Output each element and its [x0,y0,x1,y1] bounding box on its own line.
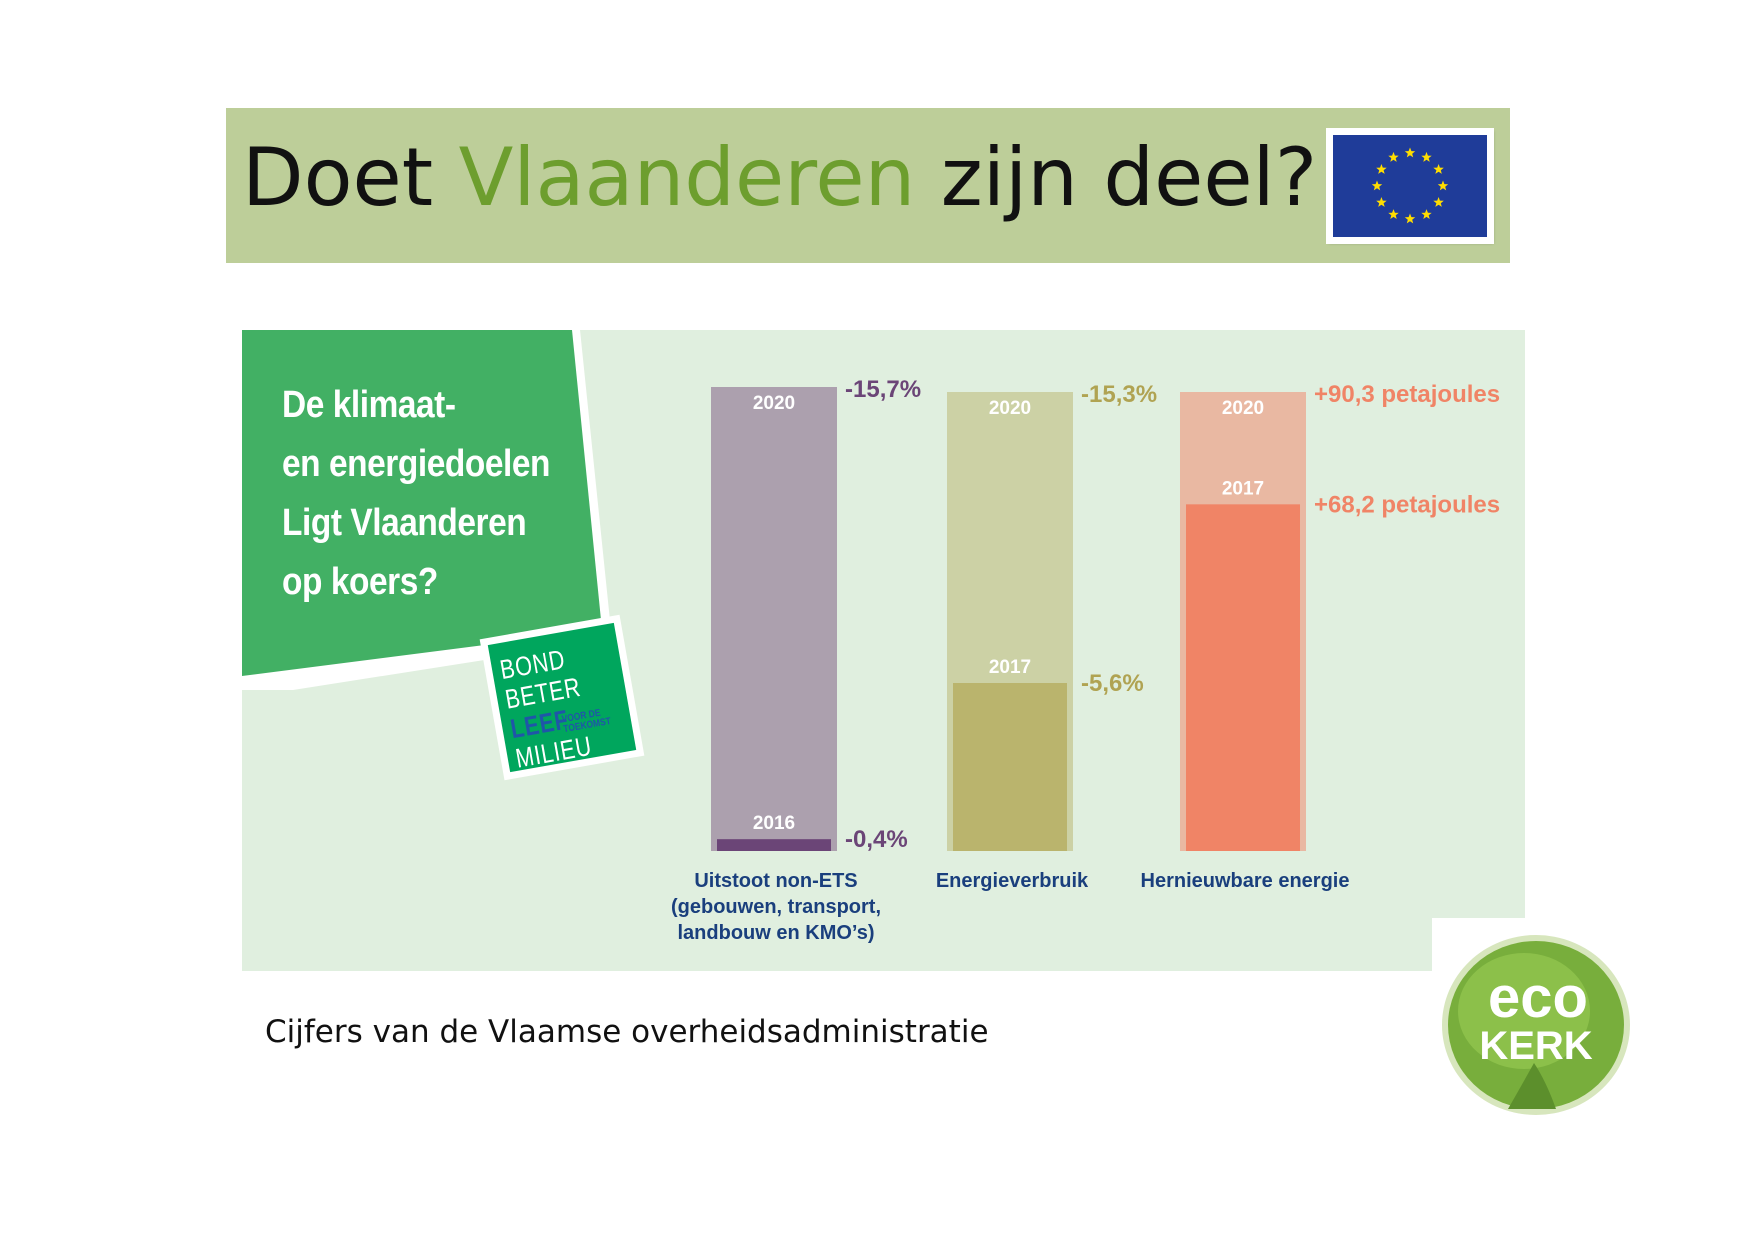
page-title: Doet Vlaanderen zijn deel? [242,134,1317,222]
ecokerk-logo-shine [1458,953,1590,1069]
actual-bar [1186,504,1300,851]
eu-flag-graphic [1333,135,1487,237]
question-line: De klimaat- [282,384,456,426]
category-label: (gebouwen, transport, [671,896,881,918]
infographic-panel: De klimaat- en energiedoelen Ligt Vlaand… [242,330,1525,971]
question-shape-fill [242,330,602,676]
actual-year-label: 2017 [989,657,1031,678]
eu-flag-icon [1328,130,1492,242]
actual-bar [717,839,831,851]
eu-star-icon [1371,180,1383,191]
eu-star-icon [1376,197,1387,207]
category-label: landbouw en KMO’s) [677,922,874,944]
eu-star-icon [1421,151,1432,162]
eu-star-icon [1388,209,1399,219]
eu-star-icon [1433,164,1444,174]
title-part-2: zijn deel? [915,131,1318,224]
actual-value-label: -5,6% [1081,670,1144,697]
question-line: op koers? [282,561,438,603]
actual-year-label: 2017 [1222,478,1264,499]
target-value-label: -15,7% [845,376,921,403]
ecokerk-logo-tree [1508,1063,1556,1109]
title-part-1: Doet [242,131,459,224]
source-note: Cijfers van de Vlaamse overheidsadminist… [265,1014,989,1050]
eu-star-icon [1421,209,1432,219]
ecokerk-logo-eco: eco [1488,965,1588,1030]
title-banner: Doet Vlaanderen zijn deel? [226,108,1510,263]
eu-star-icon [1437,180,1449,191]
actual-year-label: 2016 [753,813,795,834]
ecokerk-logo: eco KERK [1442,935,1630,1115]
eu-star-icon [1388,151,1399,162]
actual-bar [953,683,1067,851]
actual-value-label: -0,4% [845,826,908,853]
target-year-label: 2020 [989,398,1031,419]
target-bar [711,387,837,851]
eu-star-icon [1404,213,1416,224]
category-label: Hernieuwbare energie [1141,870,1350,892]
eu-star-icon [1404,147,1416,158]
question-line: en energiedoelen [282,443,551,485]
target-value-label: +90,3 petajoules [1314,381,1500,408]
bar-chart: 2020 2016 -15,7% -0,4% Uitstoot non-ETS (gebo… [671,376,1500,944]
category-label: Energieverbruik [936,870,1089,892]
eu-star-icon [1433,197,1444,207]
eu-star-icon [1376,164,1387,174]
category-label: Uitstoot non-ETS [694,870,857,892]
target-value-label: -15,3% [1081,381,1157,408]
actual-value-label: +68,2 petajoules [1314,491,1500,518]
question-shape [242,330,612,690]
ecokerk-logo-kerk: KERK [1479,1024,1592,1068]
question-line: Ligt Vlaanderen [282,502,527,544]
question-text: De klimaat- en energiedoelen Ligt Vlaand… [282,376,550,612]
title-highlight: Vlaanderen [458,131,916,224]
target-year-label: 2020 [1222,398,1264,419]
target-year-label: 2020 [753,393,795,414]
